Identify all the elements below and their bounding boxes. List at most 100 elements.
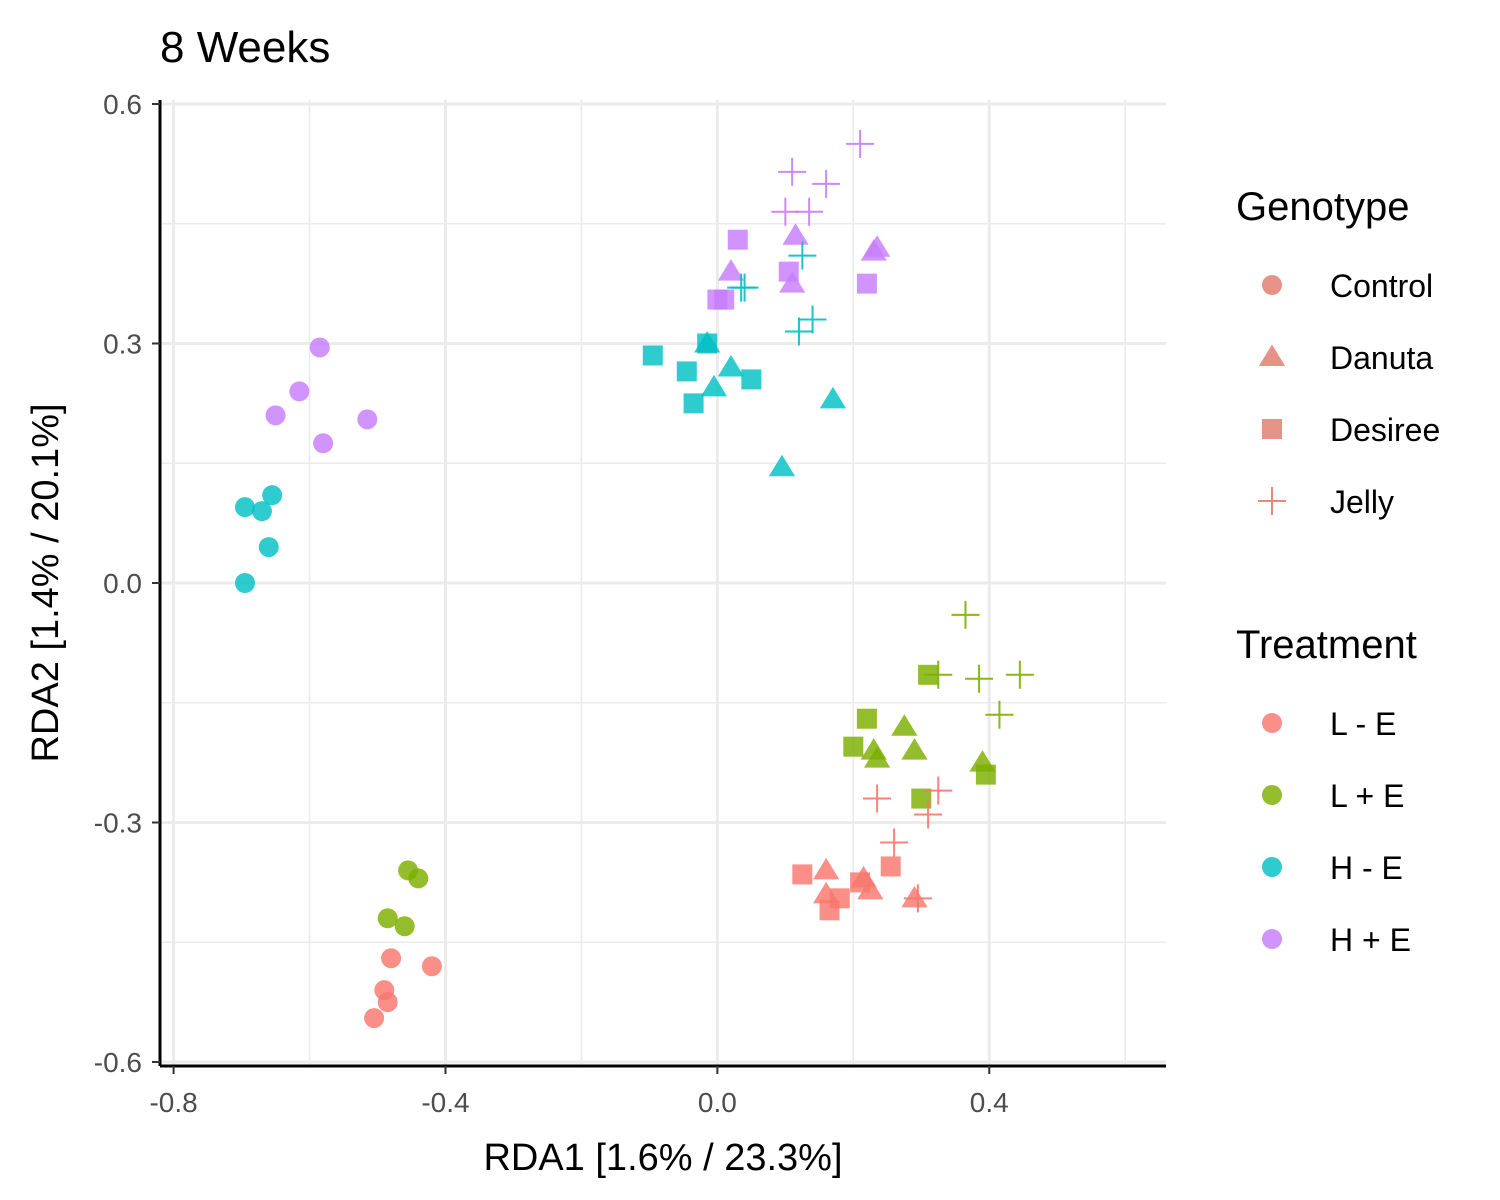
data-point-jelly — [924, 660, 953, 689]
data-point-danuta — [860, 239, 887, 261]
data-point-control — [381, 948, 402, 969]
data-point-control — [234, 497, 255, 518]
data-point-desiree — [880, 856, 901, 877]
data-point-desiree — [843, 736, 864, 757]
data-point-danuta — [901, 738, 928, 760]
data-point-jelly — [903, 884, 932, 913]
x-tick-label: -0.4 — [421, 1087, 469, 1118]
legend: Genotype Control Danuta Desiree Jelly Treatme… — [1236, 185, 1440, 958]
x-tick-label: -0.8 — [149, 1087, 197, 1118]
legend-key-shape — [1262, 419, 1282, 439]
data-point-jelly — [795, 197, 824, 226]
grid-lines — [160, 100, 1166, 1066]
legend-title: Treatment — [1236, 623, 1417, 667]
data-point-desiree — [856, 273, 877, 294]
data-point-desiree — [850, 872, 871, 893]
data-point-jelly — [798, 305, 827, 334]
legend-title: Genotype — [1236, 185, 1409, 229]
legend-item-label: H + E — [1330, 922, 1411, 958]
legend-item-label: H - E — [1330, 850, 1403, 886]
data-point-control — [357, 409, 378, 430]
data-point-danuta — [717, 259, 745, 281]
data-point-desiree — [683, 393, 704, 414]
data-point-jelly — [951, 600, 980, 629]
data-point-desiree — [911, 788, 932, 809]
legend-item-label: Jelly — [1330, 484, 1394, 520]
data-point-jelly — [846, 129, 875, 158]
data-point-control — [377, 992, 398, 1013]
data-point-control — [421, 956, 442, 977]
data-point-control — [265, 405, 286, 426]
x-tick-label: 0.0 — [698, 1087, 737, 1118]
data-point-danuta — [782, 223, 809, 245]
data-point-desiree — [792, 864, 813, 885]
data-point-desiree — [778, 261, 799, 282]
data-point-danuta — [819, 386, 847, 409]
legend-key-color — [1262, 713, 1282, 733]
data-point-desiree — [819, 900, 840, 921]
y-tick-label: -0.3 — [94, 808, 142, 839]
data-point-jelly — [914, 800, 943, 829]
data-point-danuta — [901, 885, 928, 908]
data-point-jelly — [778, 157, 807, 186]
legend-key-color — [1262, 785, 1282, 805]
data-points — [234, 129, 1034, 1029]
data-point-jelly — [880, 828, 909, 857]
data-point-jelly — [771, 197, 800, 226]
legend-key-shape — [1262, 275, 1282, 295]
data-point-desiree — [697, 333, 718, 354]
legend-item-label: L - E — [1330, 706, 1396, 742]
tick-labels: -0.8 -0.4 0.0 0.4 0.6 0.3 0.0 -0.3 -0.6 — [94, 89, 1009, 1118]
data-point-control — [364, 1008, 385, 1029]
y-tick-label: 0.3 — [103, 328, 142, 359]
data-point-control — [313, 433, 334, 454]
data-point-jelly — [788, 241, 817, 270]
data-point-control — [408, 868, 429, 889]
data-point-desiree — [975, 764, 996, 785]
data-point-control — [309, 337, 330, 358]
data-point-desiree — [727, 229, 748, 250]
y-tick-label: 0.6 — [103, 89, 142, 120]
chart-title: 8 Weeks — [160, 23, 330, 72]
data-point-desiree — [714, 289, 735, 310]
data-point-danuta — [779, 271, 806, 293]
y-axis-title: RDA2 [1.4% / 20.1%] — [25, 403, 67, 762]
data-point-jelly — [965, 664, 994, 693]
data-point-jelly — [924, 776, 953, 805]
data-point-jelly — [727, 273, 756, 302]
x-axis-title: RDA1 [1.6% / 23.3%] — [483, 1137, 842, 1179]
data-point-control — [377, 908, 398, 929]
legend-item-label: Control — [1330, 268, 1433, 304]
data-point-danuta — [717, 354, 745, 377]
data-point-danuta — [857, 877, 884, 900]
y-tick-label: -0.6 — [94, 1047, 142, 1078]
data-point-jelly — [1005, 660, 1034, 689]
data-point-danuta — [768, 454, 796, 477]
data-point-danuta — [813, 857, 840, 880]
data-point-jelly — [812, 169, 841, 198]
data-point-desiree — [741, 369, 762, 390]
legend-item-label: L + E — [1330, 778, 1404, 814]
data-point-danuta — [700, 374, 728, 397]
data-point-jelly — [784, 317, 813, 346]
legend-key-color — [1262, 857, 1282, 877]
y-tick-label: 0.0 — [103, 568, 142, 599]
legend-key-color — [1262, 929, 1282, 949]
data-point-control — [289, 381, 310, 402]
data-point-control — [234, 573, 255, 593]
data-point-danuta — [863, 746, 891, 768]
data-point-control — [251, 501, 272, 522]
x-tick-label: 0.4 — [970, 1087, 1009, 1118]
data-point-control — [258, 537, 279, 558]
data-point-control — [262, 485, 283, 506]
data-point-desiree — [856, 708, 877, 729]
legend-item-label: Desiree — [1330, 412, 1440, 448]
data-point-control — [394, 916, 415, 937]
legend-item-label: Danuta — [1330, 340, 1433, 376]
legend-key-shape — [1258, 344, 1286, 366]
data-point-desiree — [676, 361, 697, 382]
data-point-danuta — [891, 714, 918, 736]
legend-key-shape — [1258, 487, 1286, 515]
data-point-jelly — [863, 784, 892, 813]
